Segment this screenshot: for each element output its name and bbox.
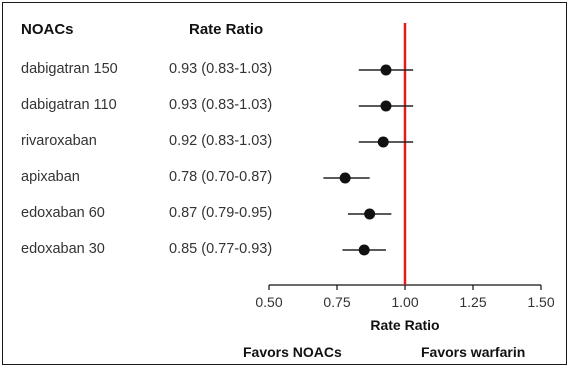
drug-label: edoxaban 30 [21, 241, 105, 257]
x-tick-label: 1.00 [391, 294, 418, 310]
drug-label: dabigatran 150 [21, 61, 118, 77]
header-rate-ratio: Rate Ratio [189, 21, 264, 38]
favors-warfarin-label: Favors warfarin [421, 344, 526, 360]
x-tick-label: 0.75 [323, 294, 350, 310]
rate-ratio-label: 0.93 (0.83-1.03) [169, 97, 273, 113]
forest-plot: 0.50 0.75 1.00 1.25 1.50 Rate Ratio [255, 23, 555, 333]
point-estimate [339, 172, 351, 184]
favors-noacs-label: Favors NOACs [243, 344, 342, 360]
point-estimate [364, 208, 376, 220]
x-axis-title: Rate Ratio [370, 317, 439, 333]
rate-ratio-label: 0.78 (0.70-0.87) [169, 169, 273, 185]
x-tick-label: 0.50 [255, 294, 282, 310]
rate-ratio-label: 0.87 (0.79-0.95) [169, 205, 273, 221]
header-noacs: NOACs [21, 21, 74, 38]
drug-label: rivaroxaban [21, 133, 97, 149]
drug-label: dabigatran 110 [21, 97, 117, 113]
drug-label: edoxaban 60 [21, 205, 105, 221]
rate-ratio-label: 0.85 (0.77-0.93) [169, 241, 273, 257]
x-tick-label: 1.50 [527, 294, 554, 310]
point-estimate [358, 244, 370, 256]
rate-ratio-label: 0.92 (0.83-1.03) [169, 133, 273, 149]
rate-ratio-label: 0.93 (0.83-1.03) [169, 61, 273, 77]
x-tick-label: 1.25 [459, 294, 486, 310]
drug-label: apixaban [21, 169, 80, 185]
point-estimate [380, 100, 392, 112]
figure-frame: NOACs Rate Ratio dabigatran 150 0.93 (0.8… [2, 2, 567, 365]
point-estimate [377, 136, 389, 148]
point-estimate [380, 64, 392, 76]
